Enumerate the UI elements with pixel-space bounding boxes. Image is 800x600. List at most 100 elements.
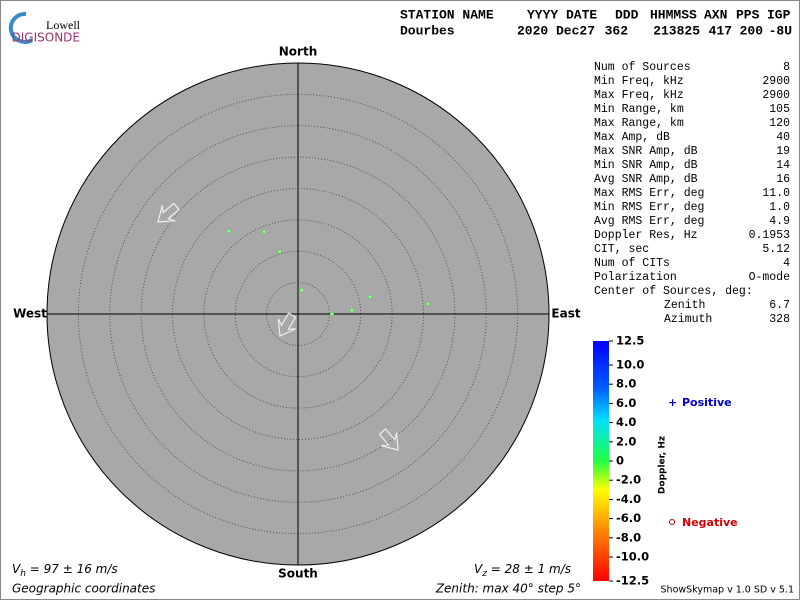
param-value: 2900: [762, 89, 790, 102]
header-value: 200: [740, 23, 764, 38]
param-name: Doppler Res, Hz: [594, 229, 698, 242]
param-name: Max RMS Err, deg: [594, 187, 704, 200]
azimuth-value: 328: [769, 313, 790, 326]
param-value: 40: [776, 131, 790, 144]
colorbar-label: Doppler, Hz: [658, 436, 668, 494]
negative-symbol: [669, 519, 675, 525]
param-name: Max Amp, dB: [594, 131, 670, 144]
positive-symbol: +: [668, 396, 677, 409]
param-value: 19: [776, 145, 790, 158]
colorbar-tick-label: 0: [616, 454, 624, 468]
param-name: Max SNR Amp, dB: [594, 145, 698, 158]
south-label: South: [278, 567, 318, 581]
param-value: 11.0: [762, 187, 790, 200]
param-value: 2900: [762, 75, 790, 88]
colorbar-tick-label: -4.0: [616, 492, 641, 506]
zenith-value: 6.7: [769, 299, 790, 312]
header-label: YYYY DATE: [527, 7, 597, 22]
header-label: HHMMSS: [650, 7, 697, 22]
zenith-info: Zenith: max 40° step 5°: [435, 582, 581, 596]
param-name: Polarization: [594, 271, 677, 284]
source-point: [226, 228, 232, 234]
negative-label: Negative: [682, 516, 738, 529]
param-name: Max Range, km: [594, 117, 684, 130]
colorbar-tick-label: 8.0: [616, 377, 636, 391]
logo-top: Lowell: [46, 18, 81, 32]
header-label: STATION NAME: [400, 7, 494, 22]
colorbar-tick-label: -12.5: [616, 574, 649, 588]
velocity-arrows: [157, 202, 399, 451]
vh: Vh = 97 ± 16 m/s: [12, 562, 118, 579]
param-value: 120: [769, 117, 790, 130]
version: ShowSkymap v 1.0 SD v 5.1: [661, 585, 794, 596]
header-label: DDD: [615, 7, 639, 22]
north-label: North: [279, 45, 317, 59]
header-label: IGP: [767, 7, 791, 22]
param-name: Min Range, km: [594, 103, 684, 116]
arrow: [157, 202, 180, 223]
source-point: [329, 311, 335, 317]
param-value: 8: [783, 61, 790, 74]
colorbar-tick-label: 4.0: [616, 415, 636, 429]
param-value: O-mode: [749, 271, 791, 284]
header-value: Dourbes: [400, 23, 455, 38]
west-label: West: [13, 307, 47, 321]
logo: Lowell DIGISONDE: [8, 11, 81, 45]
arrow: [378, 428, 399, 451]
header-value: 362: [605, 23, 629, 38]
param-name: Avg SNR Amp, dB: [594, 173, 698, 186]
param-value: 4: [783, 257, 790, 270]
logo-arc: [8, 11, 34, 44]
source-point: [299, 287, 305, 293]
colorbar-ticks: 12.5 10.0 8.0 6.0 4.0 2.0 0 -2.0 -4.0 -6.0 -8.0 -10…: [609, 334, 649, 588]
vz: Vz = 28 ± 1 m/s: [474, 562, 571, 579]
param-value: 105: [769, 103, 790, 116]
colorbar-tick-label: 2.0: [616, 434, 636, 448]
param-name: Num of Sources: [594, 61, 691, 74]
colorbar-tick-label: 6.0: [616, 396, 636, 410]
header-value: 213825: [653, 23, 700, 38]
source-point: [349, 307, 355, 313]
param-name: Num of CITs: [594, 257, 670, 270]
header-value: -8U: [769, 23, 792, 38]
param-value: 1.0: [769, 201, 790, 214]
param-name: CIT, sec: [594, 243, 649, 256]
param-value: 5.12: [762, 243, 790, 256]
arrow: [277, 312, 297, 337]
param-name: Min RMS Err, deg: [594, 201, 704, 214]
source-point: [367, 294, 373, 300]
header: STATION NAME YYYY DATE DDD HHMMSS AXN PPS IGP D…: [400, 7, 792, 38]
param-value: 16: [776, 173, 790, 186]
azimuth-label: Azimuth: [664, 313, 712, 326]
header-value: 2020 Dec27: [517, 23, 595, 38]
param-name: Min Freq, kHz: [594, 75, 684, 88]
param-value: 4.9: [769, 215, 790, 228]
param-value: 14: [776, 159, 790, 172]
sources: [226, 228, 431, 317]
source-point: [425, 301, 431, 307]
colorbar-tick-label: 10.0: [616, 358, 644, 372]
positive-label: Positive: [682, 396, 732, 409]
logo-bottom: DIGISONDE: [12, 31, 80, 45]
param-value: 0.1953: [749, 229, 791, 242]
colorbar-tick-label: 12.5: [616, 334, 644, 348]
colorbar: [593, 341, 609, 581]
source-point: [277, 249, 283, 255]
param-name: Avg RMS Err, deg: [594, 215, 704, 228]
header-value: 417: [709, 23, 732, 38]
coordinates: Geographic coordinates: [12, 582, 155, 596]
source-point: [261, 229, 267, 235]
param-name: Min SNR Amp, dB: [594, 159, 698, 172]
colorbar-tick-label: -8.0: [616, 530, 641, 544]
center-title: Center of Sources, deg:: [594, 285, 753, 298]
header-label: AXN: [704, 7, 727, 22]
colorbar-tick-label: -10.0: [616, 550, 649, 564]
zenith-label: Zenith: [664, 299, 705, 312]
header-label: PPS: [736, 7, 760, 22]
colorbar-tick-label: -6.0: [616, 511, 641, 525]
east-label: East: [551, 307, 580, 321]
colorbar-tick-label: -2.0: [616, 473, 641, 487]
param-name: Max Freq, kHz: [594, 89, 684, 102]
parameters: Num of Sources 8 Min Freq, kHz 2900 Max Freq…: [594, 61, 790, 326]
